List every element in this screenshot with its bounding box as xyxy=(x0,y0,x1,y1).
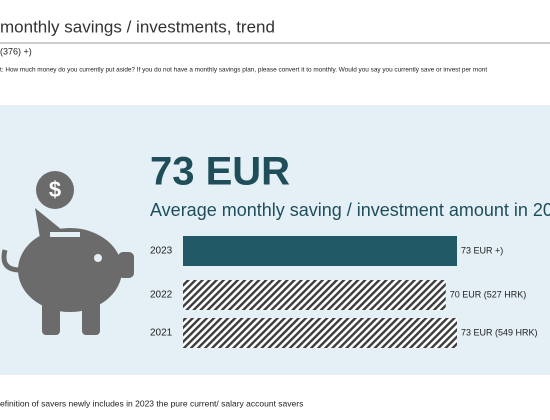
value-label: 70 EUR (527 HRK) xyxy=(450,289,527,299)
headline: 73 EUR xyxy=(150,150,290,194)
bar xyxy=(183,236,457,266)
pig-eye xyxy=(94,254,102,262)
value-label: 73 EUR (549 HRK) xyxy=(461,327,538,337)
bar xyxy=(183,280,446,310)
question: t: How much money do you currently put a… xyxy=(0,67,487,74)
value-label: 73 EUR +) xyxy=(461,245,503,255)
category-label: 2023 xyxy=(150,246,173,257)
category-label: 2022 xyxy=(150,290,173,301)
subtitle: Average monthly saving / investment amou… xyxy=(150,200,550,220)
piggy-icon xyxy=(1,171,134,335)
category-label: 2021 xyxy=(150,328,173,339)
base-note: (376) +) xyxy=(0,46,32,56)
title: monthly savings / investments, trend xyxy=(0,17,275,36)
coin-slot xyxy=(50,232,80,237)
bar xyxy=(183,318,457,348)
footnote: efinition of savers newly includes in 20… xyxy=(0,398,303,408)
coin-symbol: $ xyxy=(49,177,61,202)
